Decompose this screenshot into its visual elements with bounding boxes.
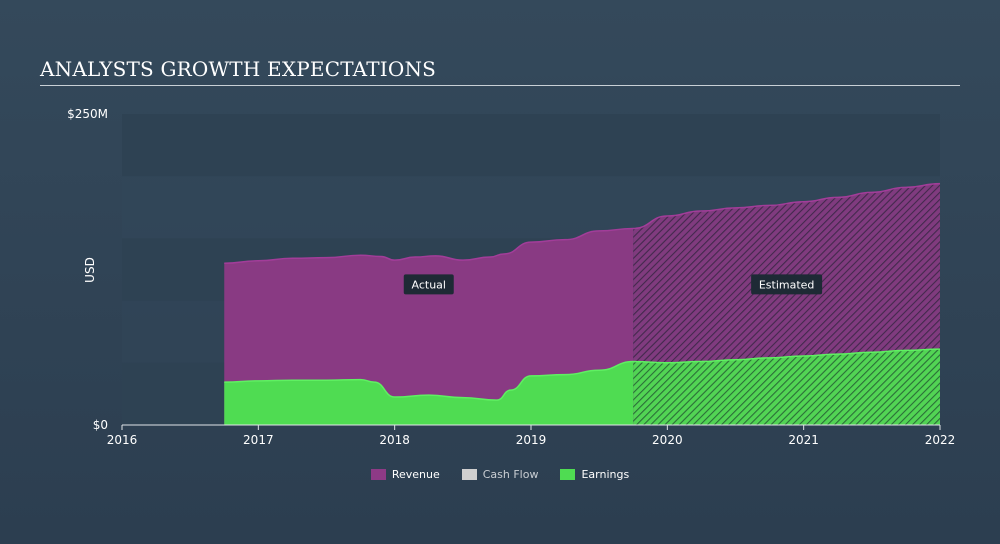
actual-label: Actual <box>403 274 454 295</box>
earnings-area-actual <box>224 361 634 425</box>
earnings-swatch <box>560 469 576 480</box>
legend-item-revenue[interactable]: Revenue <box>370 468 440 481</box>
legend: Revenue Cash Flow Earnings <box>0 468 1000 481</box>
x-tick-label-2019: 2019 <box>516 433 547 447</box>
y-tick-label-max: $250M <box>67 107 108 121</box>
estimated-label: Estimated <box>751 274 823 295</box>
x-tick-label-2016: 2016 <box>107 433 138 447</box>
y-axis-label: USD <box>83 257 97 283</box>
estimated-label-text: Estimated <box>759 278 815 291</box>
revenue-line <box>224 182 941 265</box>
actual-label-text: Actual <box>412 278 446 291</box>
x-tick-label-2021: 2021 <box>788 433 819 447</box>
x-tick-label-2017: 2017 <box>243 433 274 447</box>
legend-label-earnings: Earnings <box>581 468 630 481</box>
x-tick-label-2022: 2022 <box>925 433 956 447</box>
legend-item-earnings[interactable]: Earnings <box>560 468 629 481</box>
legend-label-revenue: Revenue <box>391 468 440 481</box>
chart-title: ANALYSTS GROWTH EXPECTATIONS <box>40 57 437 81</box>
x-tick-label-2020: 2020 <box>652 433 683 447</box>
legend-label-cash-flow: Cash Flow <box>482 468 539 481</box>
y-tick-label-min: $0 <box>93 418 108 432</box>
earnings-line <box>224 348 941 401</box>
legend-item-cash-flow[interactable]: Cash Flow <box>461 468 539 481</box>
title-divider <box>40 85 960 86</box>
x-tick-label-2018: 2018 <box>379 433 410 447</box>
plot-band <box>122 114 940 177</box>
earnings-hatch-estimated <box>633 349 940 425</box>
actual-label-box <box>403 274 454 295</box>
revenue-swatch <box>370 469 386 480</box>
estimated-label-box <box>751 274 823 295</box>
cash-flow-swatch <box>461 469 477 480</box>
